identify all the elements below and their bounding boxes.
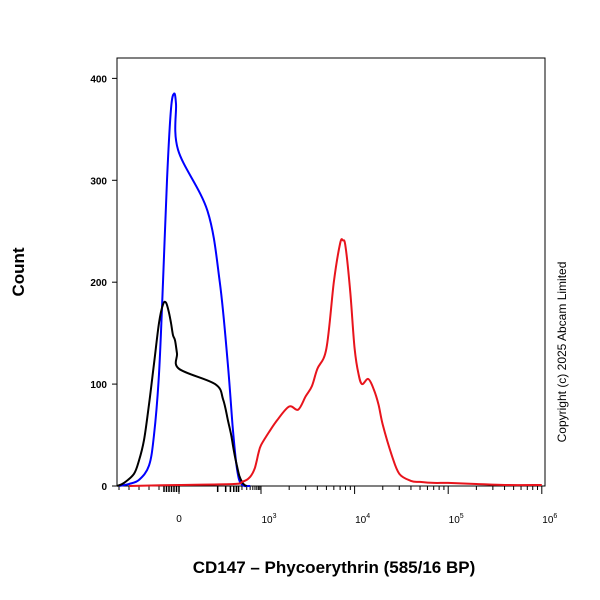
x-tick-exponent: 6 [553,513,557,520]
series-blue-line [118,92,251,488]
plot-frame [116,57,546,487]
y-tick-label-200: 200 [90,278,107,289]
copyright-annotation: Copyright (c) 2025 Abcam Limited [555,262,569,443]
y-tick-label-400: 400 [90,74,107,85]
x-axis-label: CD147 – Phycoerythrin (585/16 BP) [193,558,476,577]
x-tick-label-0: 0 [176,514,182,525]
series-red-line [128,238,542,487]
x-tick-base: 10 [542,515,554,526]
y-tick-label-0: 0 [101,482,107,493]
y-axis: 0 100 200 300 400 [90,74,117,493]
series-black-line [116,300,248,487]
series-group [116,92,542,488]
x-tick-base: 10 [261,515,273,526]
x-tick-label-1e4: 104 [355,513,370,526]
x-tick-exponent: 5 [460,513,464,520]
x-tick-label-1e5: 105 [449,513,464,526]
y-axis-label: Count [9,247,28,296]
x-tick-label-1e3: 103 [261,513,276,526]
x-tick-base: 10 [355,515,367,526]
x-axis: 0 103 104 105 106 [118,486,557,526]
y-tick-label-100: 100 [90,380,107,391]
y-tick-label-300: 300 [90,176,107,187]
x-tick-exponent: 4 [366,513,370,520]
x-tick-exponent: 3 [273,513,277,520]
x-tick-base: 10 [449,515,461,526]
x-tick-label-1e6: 106 [542,513,557,526]
